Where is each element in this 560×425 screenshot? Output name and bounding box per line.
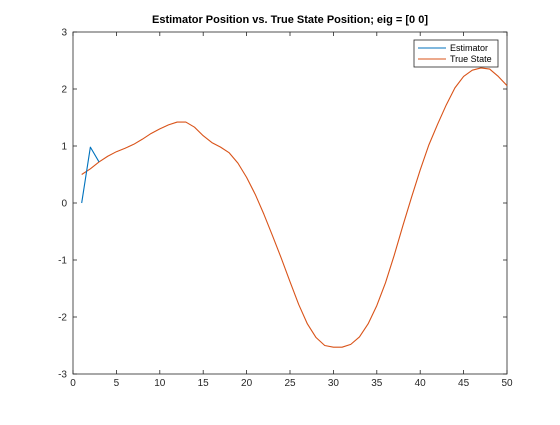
y-tick-label: 3: [61, 28, 67, 39]
ticks-layer: 0 5 10 15 20 25 30 35 40 45 50 -3 -2 -1 0 1 2 3: [58, 28, 513, 390]
x-tick-label: 15: [198, 378, 210, 389]
y-tick-label: -1: [58, 256, 67, 267]
series-layer: [81, 67, 508, 348]
y-tick-label: -3: [58, 370, 67, 381]
series-line-estimator: [81, 146, 100, 204]
series-line-true-state: [81, 67, 508, 348]
plot-area-frame: [72, 31, 508, 375]
legend-label: Estimator: [450, 43, 488, 53]
y-tick-label: -2: [58, 313, 67, 324]
x-tick-label: 0: [70, 378, 76, 389]
chart-title: Estimator Position vs. True State Positi…: [152, 14, 428, 26]
x-tick-label: 50: [501, 378, 513, 389]
y-tick-label: 1: [61, 142, 67, 153]
x-tick-label: 5: [114, 378, 120, 389]
x-tick-label: 30: [328, 378, 340, 389]
legend-box: [413, 39, 499, 68]
y-tick-label: 0: [61, 199, 67, 210]
x-tick-label: 20: [241, 378, 253, 389]
y-tick-label: 2: [61, 85, 67, 96]
x-tick-label: 45: [458, 378, 470, 389]
x-tick-label: 35: [371, 378, 383, 389]
x-tick-label: 40: [415, 378, 427, 389]
x-tick-label: 25: [284, 378, 296, 389]
legend-label: True State: [450, 54, 492, 64]
x-tick-label: 10: [154, 378, 166, 389]
